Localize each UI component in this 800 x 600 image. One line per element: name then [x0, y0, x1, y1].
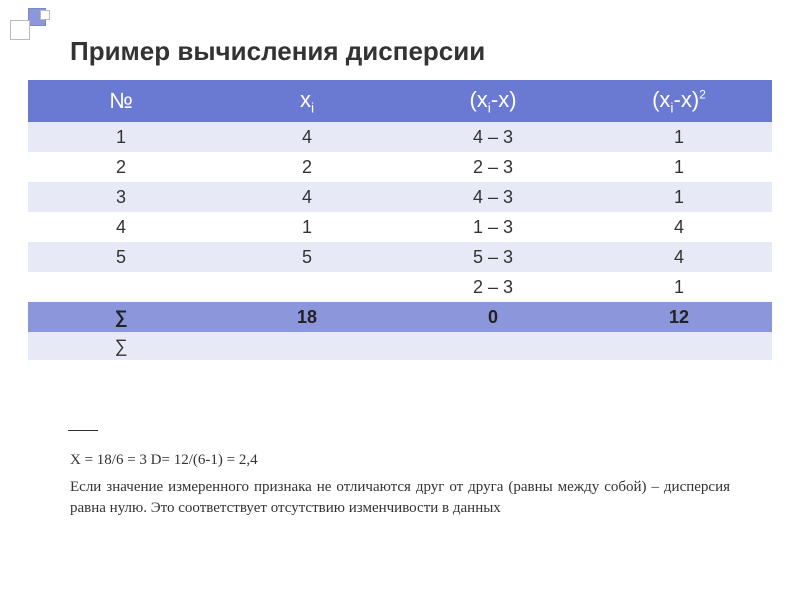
col-sq: (xi-x)2 [586, 80, 772, 122]
table-row: 222 – 31 [28, 152, 772, 182]
table-row: 344 – 31 [28, 182, 772, 212]
sum-symbol: ∑ [28, 302, 214, 332]
cell-diff: 5 – 3 [400, 242, 586, 272]
cell-xi [214, 272, 400, 302]
sum2-symbol: ∑ [28, 332, 214, 360]
cell-n: 2 [28, 152, 214, 182]
col-diff: (xi-x) [400, 80, 586, 122]
cell-diff: 4 – 3 [400, 182, 586, 212]
deco-square-2 [10, 20, 30, 40]
cell-xi: 5 [214, 242, 400, 272]
cell-n: 5 [28, 242, 214, 272]
cell-diff: 4 – 3 [400, 122, 586, 152]
table-row: 144 – 31 [28, 122, 772, 152]
table-row: 2 – 31 [28, 272, 772, 302]
sum-diff: 0 [400, 302, 586, 332]
table-header-row: № xi (xi-x) (xi-x)2 [28, 80, 772, 122]
variance-table: № xi (xi-x) (xi-x)2 144 – 31222 – 31344 … [28, 80, 772, 360]
col-num: № [28, 80, 214, 122]
cell-sq: 1 [586, 122, 772, 152]
cell-sq: 1 [586, 182, 772, 212]
calc-line-2: Если значение измеренного признака не от… [70, 477, 730, 519]
col-xi: xi [214, 80, 400, 122]
cell-xi: 4 [214, 122, 400, 152]
sum2-xi [214, 332, 400, 360]
sum-row: ∑18012 [28, 302, 772, 332]
cell-xi: 2 [214, 152, 400, 182]
sum-row-2: ∑ [28, 332, 772, 360]
cell-sq: 4 [586, 212, 772, 242]
cell-sq: 4 [586, 242, 772, 272]
cell-xi: 4 [214, 182, 400, 212]
cell-xi: 1 [214, 212, 400, 242]
hr-mark [68, 430, 98, 431]
calculation-text: X = 18/6 = 3 D= 12/(6-1) = 2,4 Если знач… [70, 450, 730, 525]
sum-xi: 18 [214, 302, 400, 332]
cell-sq: 1 [586, 272, 772, 302]
sum2-diff [400, 332, 586, 360]
cell-diff: 2 – 3 [400, 272, 586, 302]
cell-diff: 1 – 3 [400, 212, 586, 242]
cell-n: 4 [28, 212, 214, 242]
table-row: 555 – 34 [28, 242, 772, 272]
cell-n [28, 272, 214, 302]
page-title: Пример вычисления дисперсии [70, 36, 485, 67]
cell-n: 1 [28, 122, 214, 152]
cell-n: 3 [28, 182, 214, 212]
table-row: 411 – 34 [28, 212, 772, 242]
sum2-sq [586, 332, 772, 360]
cell-diff: 2 – 3 [400, 152, 586, 182]
sum-sq: 12 [586, 302, 772, 332]
calc-line-1: X = 18/6 = 3 D= 12/(6-1) = 2,4 [70, 450, 730, 471]
cell-sq: 1 [586, 152, 772, 182]
deco-square-3 [40, 10, 50, 20]
